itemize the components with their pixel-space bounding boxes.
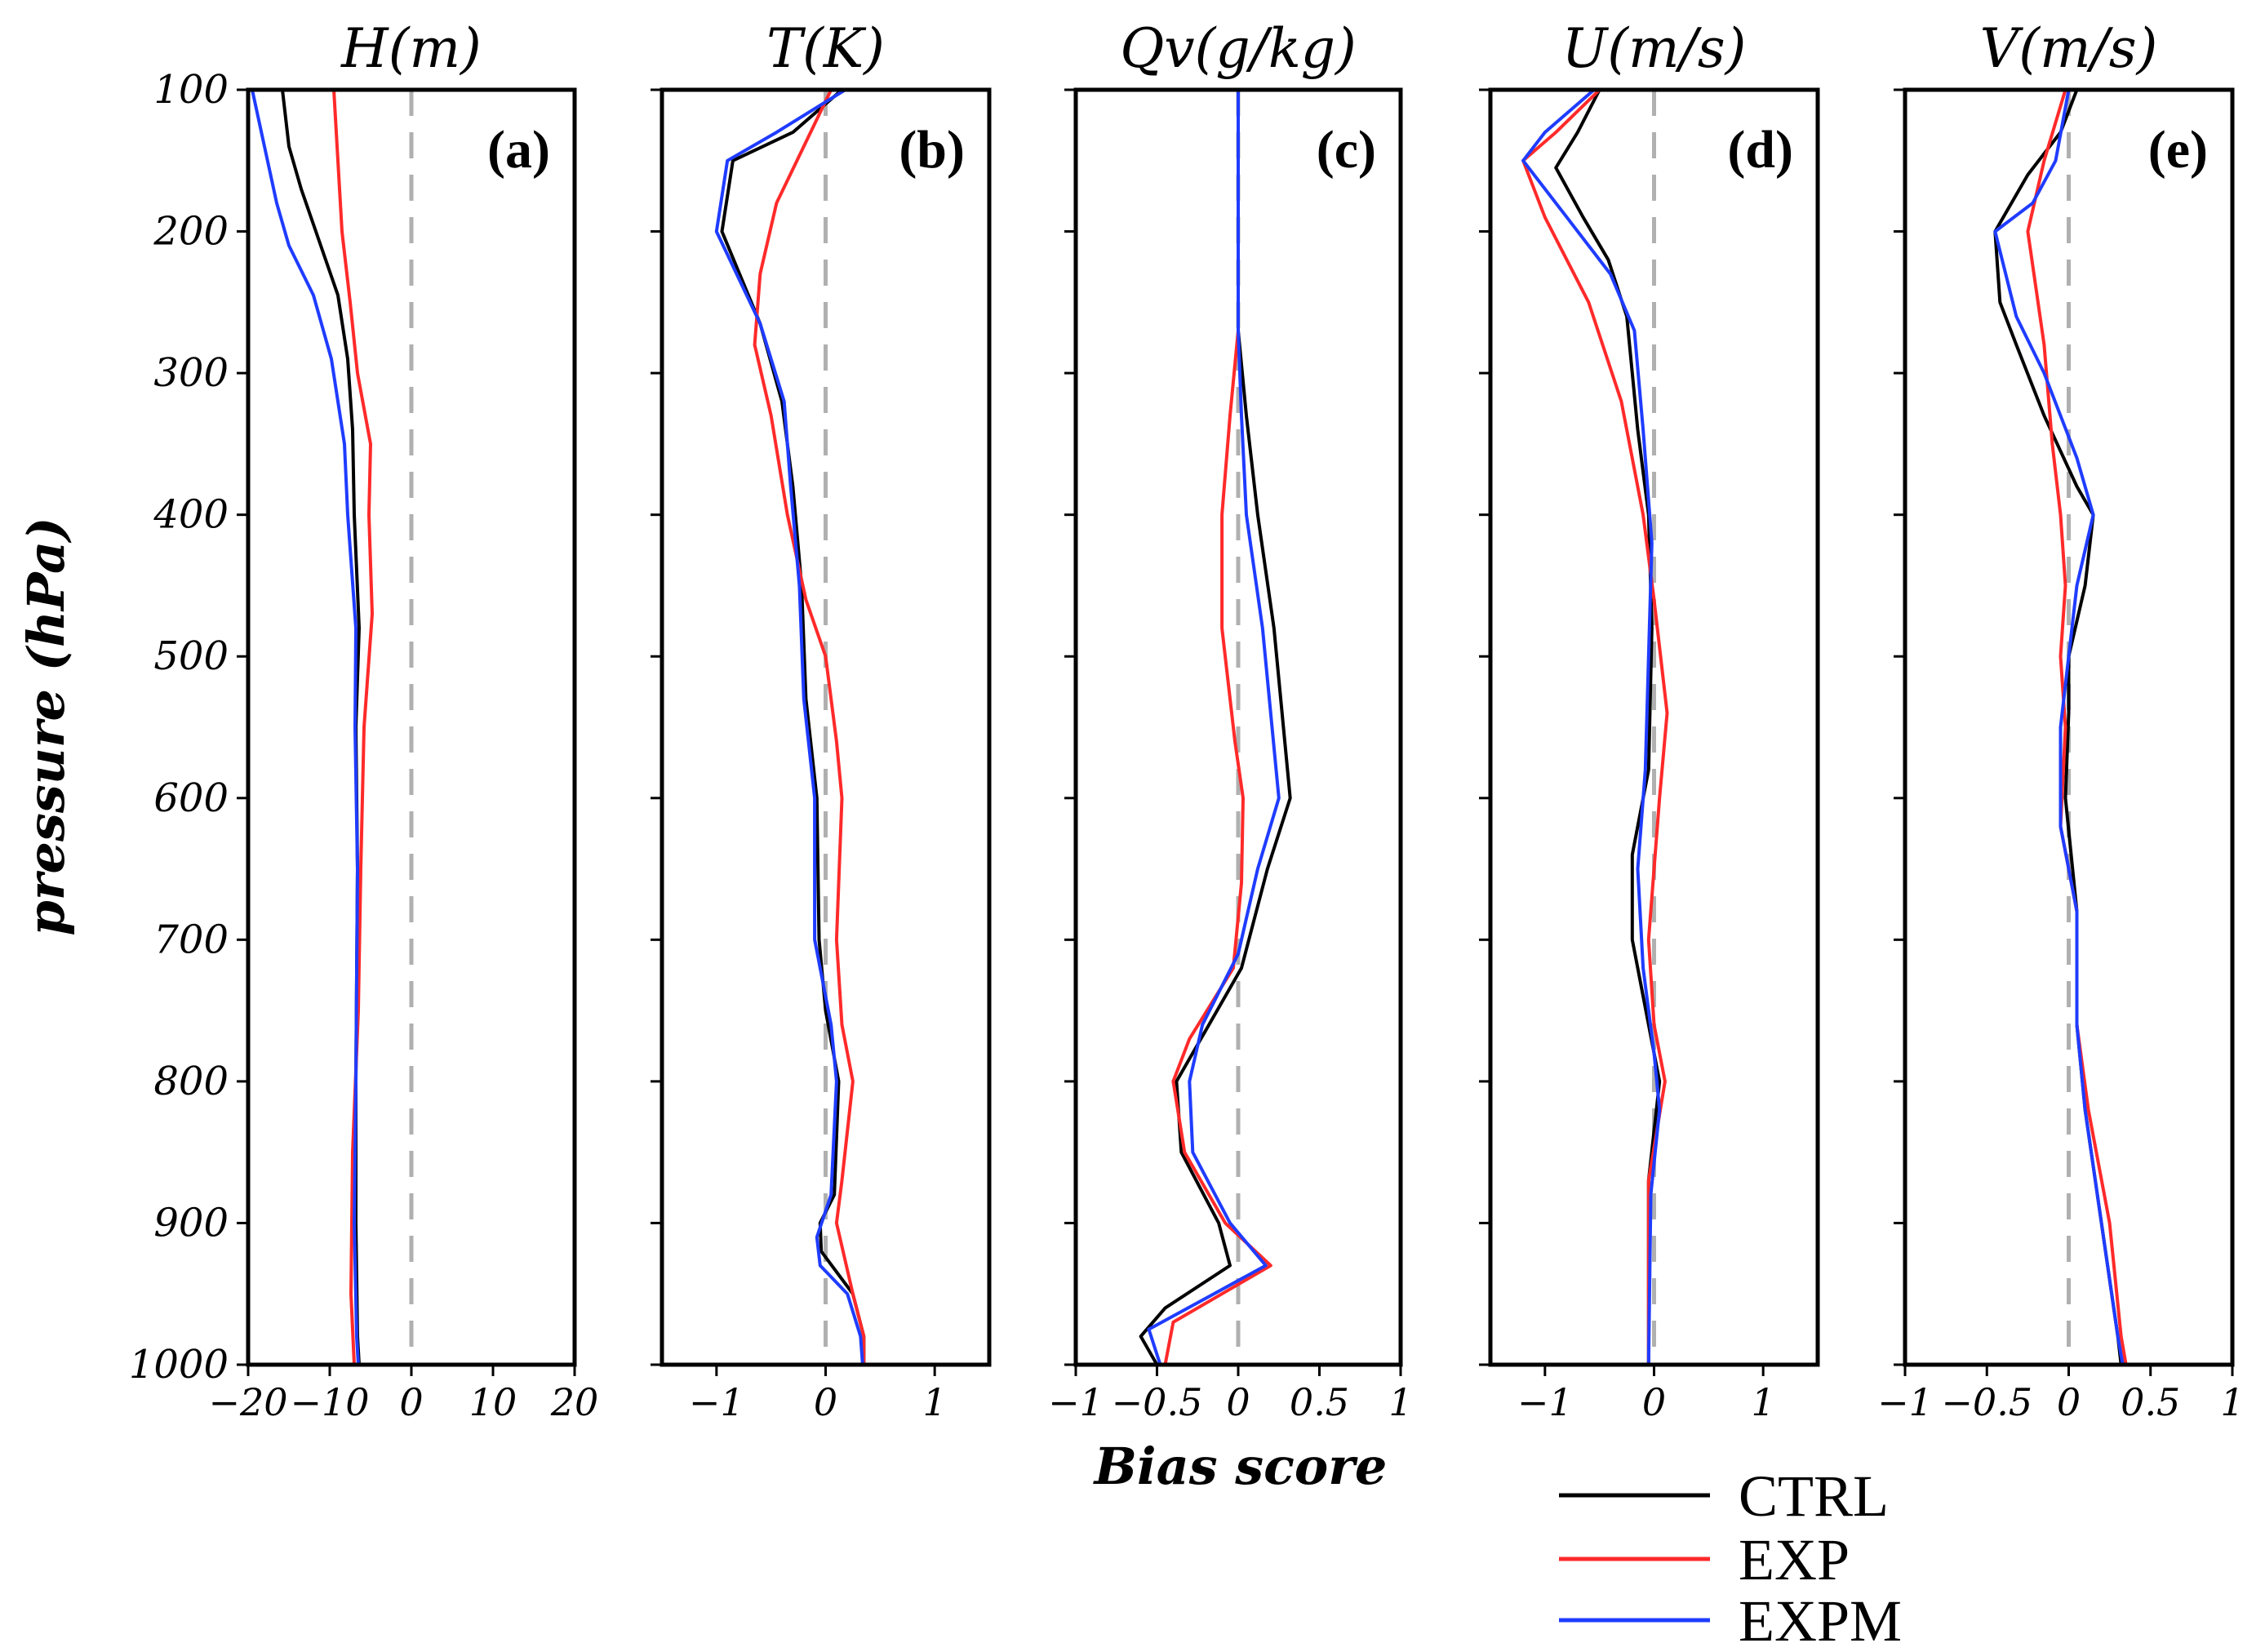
panel-letter: (a) — [487, 120, 550, 180]
series-ctrl-line — [1554, 89, 1662, 1365]
series-exp-line — [1521, 88, 1669, 1365]
x-tick-label: 10 — [469, 1380, 517, 1424]
panel-c: Qv(g/kg) (c) −1 −0.5 0 0.5 1 — [1048, 17, 1413, 1424]
panel-a: H(m)(a) −20 −10 0 10 20 100 200 300 400 500 600 700 8… — [129, 17, 598, 1424]
x-tick-label: −1 — [1517, 1380, 1573, 1424]
legend-label: EXPM — [1739, 1588, 1902, 1652]
legend-entry-expm: EXPM — [1559, 1588, 1902, 1652]
series-exp-line — [753, 89, 866, 1365]
panel-e: V(m/s) (e) −1 −0.5 0 0.5 1 — [1877, 17, 2245, 1424]
series-ctrl-line — [1139, 330, 1292, 1366]
x-tick-label: −0.5 — [1112, 1380, 1203, 1424]
y-tick-label: 400 — [153, 492, 229, 538]
series-expm-line — [1521, 88, 1662, 1366]
y-tick-label: 100 — [153, 67, 229, 113]
y-tick-label: 500 — [153, 633, 229, 679]
x-tick-label: 0 — [814, 1380, 837, 1424]
y-tick-label: 200 — [153, 209, 229, 255]
x-tick-label: 0 — [1642, 1380, 1666, 1424]
series-exp-line — [332, 89, 374, 1366]
x-tick-label: 0 — [2057, 1380, 2081, 1424]
x-tick-label: 1 — [2220, 1380, 2244, 1424]
panel-letter: (c) — [1317, 120, 1376, 180]
panel-title: U(m/s) — [1562, 17, 1747, 80]
x-tick-label: −10 — [290, 1380, 369, 1424]
x-tick-label: 0.5 — [2121, 1380, 2180, 1424]
panel-letter: (b) — [899, 120, 965, 180]
series-ctrl-line — [1993, 89, 2123, 1366]
y-tick-label: 900 — [153, 1200, 229, 1246]
panel-title: Qv(g/kg) — [1120, 17, 1357, 80]
series-expm-line — [251, 89, 360, 1366]
x-tick-label: 1 — [923, 1380, 947, 1424]
x-tick-label: 1 — [1388, 1380, 1412, 1424]
x-tick-label: 0.5 — [1290, 1380, 1349, 1424]
panel-title: V(m/s) — [1980, 17, 2158, 80]
series-expm-line — [714, 88, 864, 1366]
legend-label: EXP — [1739, 1527, 1850, 1592]
panel-letter: (d) — [1727, 120, 1793, 180]
x-axis-label: Bias score — [1093, 1437, 1388, 1496]
panel-title: T(K) — [766, 17, 885, 80]
x-tick-label: 0 — [1226, 1380, 1250, 1424]
x-tick-label: −1 — [1877, 1380, 1933, 1424]
panel-title: H(m) — [340, 17, 482, 80]
y-tick-label: 600 — [153, 775, 229, 821]
panel-d: U(m/s) (d) −1 0 1 — [1479, 17, 1820, 1424]
series-expm-line — [1147, 90, 1281, 1366]
y-axis-label: pressure (hPa) — [16, 517, 76, 936]
y-tick-label: 300 — [153, 350, 229, 396]
series-exp-line — [2026, 89, 2128, 1366]
y-tick-label: 700 — [153, 917, 229, 962]
x-tick-label: 1 — [1752, 1380, 1775, 1424]
panel-letter: (e) — [2148, 120, 2208, 180]
x-tick-label: −1 — [1048, 1380, 1104, 1424]
y-tick-label: 1000 — [129, 1342, 229, 1388]
x-tick-label: −20 — [208, 1380, 287, 1424]
legend-entry-exp: EXP — [1559, 1527, 1850, 1592]
series-expm-line — [1993, 89, 2125, 1366]
panel-b: T(K)(b) −1 0 1 — [651, 17, 992, 1424]
legend-label: CTRL — [1739, 1463, 1889, 1529]
x-tick-label: −0.5 — [1941, 1380, 2032, 1424]
panels: H(m)(a)−20 −10 0 10 201002003004005006007008… — [129, 17, 2245, 1424]
x-tick-label: 0 — [399, 1380, 423, 1424]
series-ctrl-line — [720, 88, 866, 1365]
y-tick-label: 800 — [153, 1059, 229, 1104]
x-tick-label: −1 — [689, 1380, 744, 1424]
legend-entry-ctrl: CTRL — [1559, 1463, 1889, 1529]
x-tick-label: 20 — [550, 1380, 599, 1424]
